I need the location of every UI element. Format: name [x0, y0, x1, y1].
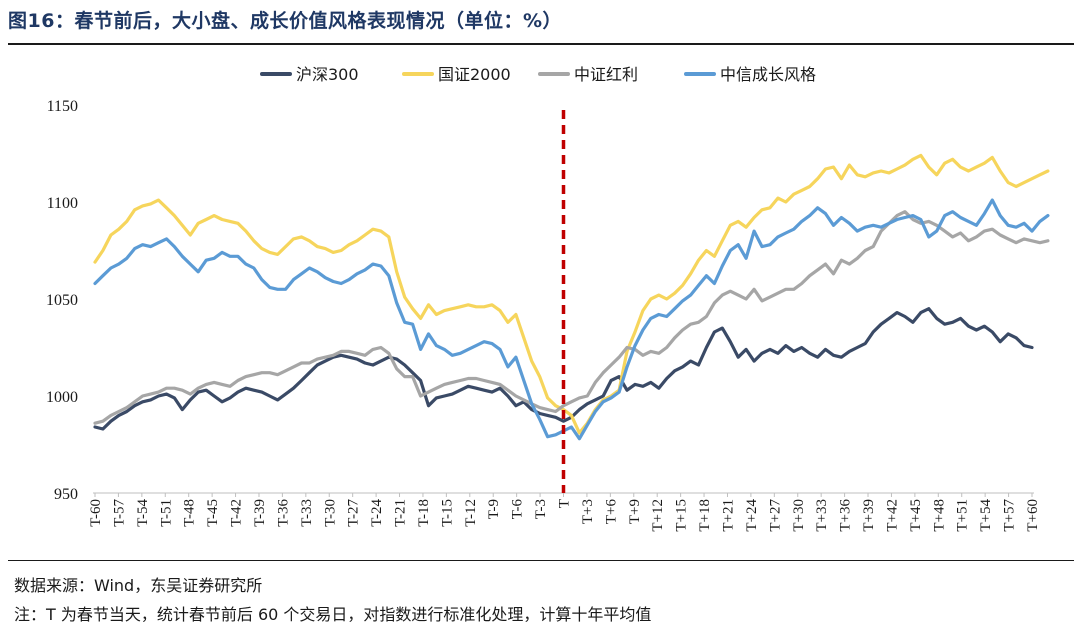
x-tick-label: T+42	[884, 499, 900, 532]
x-tick-label: T+15	[674, 499, 690, 532]
x-tick-label: T-18	[416, 499, 432, 527]
x-tick-label: T-48	[182, 499, 198, 527]
legend-label: 中信成长风格	[720, 65, 816, 84]
title-divider	[8, 43, 1074, 45]
legend-label: 国证2000	[438, 65, 511, 84]
y-tick-label: 1050	[46, 292, 78, 309]
x-tick-label: T+60	[1025, 499, 1041, 532]
x-tick-label: T	[557, 499, 573, 508]
x-tick-label: T+3	[580, 499, 596, 524]
series-lines	[93, 153, 1050, 441]
x-tick-label: T-6	[510, 499, 526, 520]
y-axis: 950 1000 1050 1100 1150	[46, 98, 78, 503]
x-tick-label: T+45	[908, 499, 924, 532]
x-tick-label: T+57	[1002, 499, 1018, 532]
x-tick-label: T-21	[393, 499, 409, 527]
x-tick-label: T-9	[486, 499, 502, 519]
x-axis: T-60 T-57 T-54 T-51 T-48 T-45 T-42 T-39 T-36 T-33…	[88, 492, 1041, 532]
x-tick-label: T-33	[299, 499, 315, 527]
x-tick-label: T+9	[627, 499, 643, 524]
x-tick-label: T+48	[931, 499, 947, 532]
x-tick-label: T+30	[791, 499, 807, 532]
y-tick-label: 1000	[46, 389, 78, 406]
series-line-4	[93, 198, 1050, 441]
x-tick-label: T-54	[135, 499, 151, 527]
x-tick-label: T+36	[838, 499, 854, 532]
x-tick-label: T+39	[861, 499, 877, 532]
footer-divider	[8, 560, 1074, 561]
line-chart: 沪深300 国证2000 中证红利 中信成长风格 950 1000 1050 1100 115…	[46, 65, 1050, 532]
x-tick-label: T+18	[697, 499, 713, 532]
legend-label: 中证红利	[574, 65, 638, 84]
series-line-2	[93, 153, 1050, 435]
x-tick-label: T-12	[463, 499, 479, 527]
legend-item: 国证2000	[402, 65, 511, 84]
x-tick-label: T-3	[533, 499, 549, 519]
y-tick-label: 950	[54, 486, 78, 503]
legend-item: 中证红利	[538, 65, 638, 84]
legend-label: 沪深300	[296, 65, 359, 84]
chart-title: 图16：春节前后，大小盘、成长价值风格表现情况（单位：%）	[8, 10, 562, 32]
x-tick-label: T-15	[439, 499, 455, 527]
y-tick-label: 1100	[47, 195, 78, 212]
x-tick-label: T+33	[814, 499, 830, 532]
x-tick-label: T-30	[322, 499, 338, 527]
x-tick-label: T-60	[88, 499, 104, 527]
legend-item: 沪深300	[260, 65, 359, 84]
x-tick-label: T+54	[978, 499, 994, 532]
x-tick-label: T-27	[346, 499, 362, 527]
x-tick-label: T+21	[720, 499, 736, 532]
x-tick-label: T+12	[650, 499, 666, 532]
x-tick-label: T-39	[252, 499, 268, 527]
y-tick-label: 1150	[47, 98, 78, 115]
x-tick-label: T+6	[603, 499, 619, 525]
x-tick-label: T+24	[744, 499, 760, 532]
x-tick-label: T+51	[955, 499, 971, 532]
x-tick-label: T-57	[111, 499, 127, 527]
data-source: 数据来源：Wind，东吴证券研究所	[14, 576, 263, 595]
footnote: 注：T 为春节当天，统计春节前后 60 个交易日，对指数进行标准化处理，计算十年…	[14, 605, 652, 624]
series-line-1	[93, 307, 1034, 431]
x-tick-label: T-45	[205, 499, 221, 527]
x-tick-label: T-24	[369, 499, 385, 527]
legend: 沪深300 国证2000 中证红利 中信成长风格	[260, 65, 816, 84]
x-tick-label: T+27	[767, 499, 783, 532]
legend-item: 中信成长风格	[684, 65, 816, 84]
x-tick-label: T-36	[275, 499, 291, 527]
x-tick-label: T-51	[158, 499, 174, 527]
x-tick-label: T-42	[229, 499, 245, 527]
